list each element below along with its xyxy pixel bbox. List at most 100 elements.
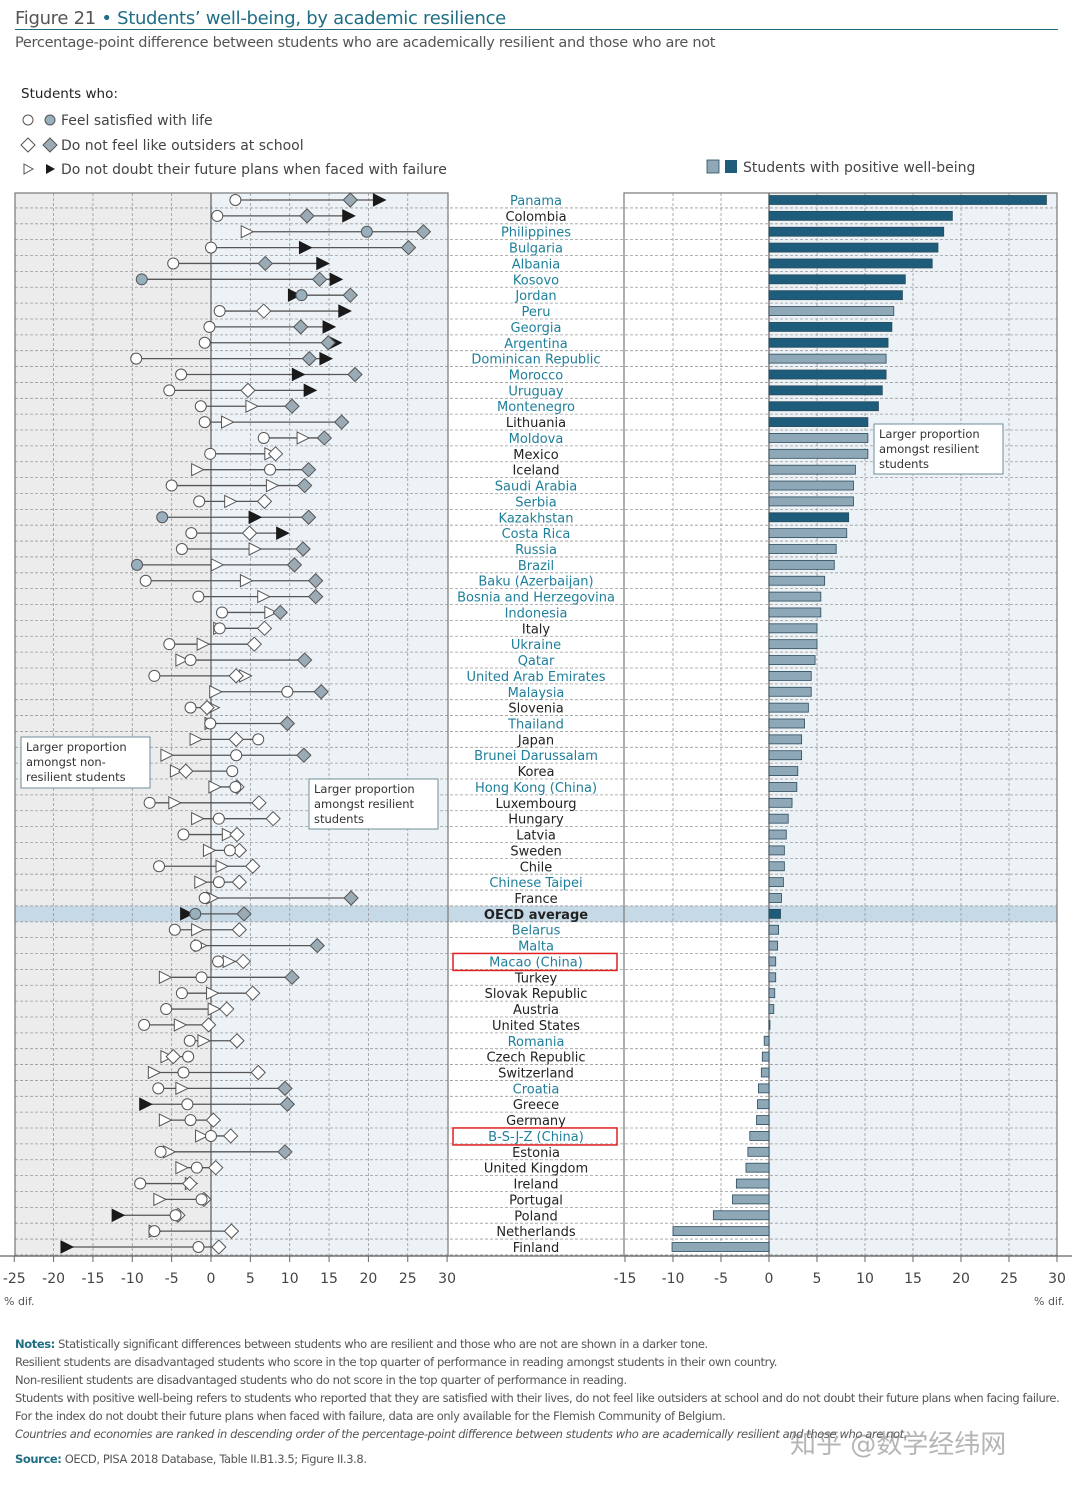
country-row: Serbia [193, 493, 854, 510]
label-column-bg [448, 193, 624, 1256]
life-satisfaction-marker [152, 1082, 165, 1095]
outsiders-marker [296, 477, 313, 494]
future-plans-marker [215, 859, 230, 874]
source-text: OECD, PISA 2018 Database, Table II.B1.3.… [64, 1452, 367, 1466]
country-label: Latvia [516, 829, 556, 844]
future-plans-marker [257, 589, 271, 604]
wellbeing-bar [768, 559, 835, 570]
life-satisfaction-marker [163, 384, 176, 397]
wellbeing-bar [732, 1194, 770, 1205]
chart-subtitle: Percentage-point difference between stud… [15, 35, 716, 51]
country-row: Ukraine [163, 636, 818, 653]
country-label: Costa Rica [502, 527, 571, 542]
country-label: Malta [518, 940, 554, 955]
wellbeing-bar [768, 671, 812, 681]
highlight-box [452, 1127, 618, 1146]
future-plans-marker [158, 1113, 173, 1127]
life-satisfaction-marker [184, 1114, 197, 1127]
future-plans-marker [329, 272, 344, 287]
wellbeing-bar [768, 686, 812, 697]
country-row: Hong Kong (China) [208, 779, 798, 796]
life-satisfaction-marker [194, 400, 207, 413]
right-x-tick-label: -10 [662, 1271, 685, 1287]
annotation-frame [308, 778, 439, 830]
life-satisfaction-marker [138, 1018, 151, 1031]
notes-line-5: For the index do not doubt their future … [15, 1409, 726, 1423]
right-x-tick-label: 5 [813, 1271, 822, 1287]
right-x-tick-label: 30 [1048, 1271, 1066, 1287]
title-bullet: • [101, 8, 112, 29]
country-label: Uruguay [508, 384, 564, 399]
country-row: Hungary [191, 810, 789, 828]
legend-bar-label: Students with positive well-being [743, 160, 975, 176]
country-label: Sweden [510, 844, 561, 859]
life-satisfaction-marker [230, 749, 243, 762]
life-satisfaction-marker [185, 527, 198, 540]
life-satisfaction-marker [281, 685, 294, 698]
life-satisfaction-marker [135, 273, 148, 286]
outsiders-marker [245, 858, 261, 874]
country-row: Bulgaria [205, 239, 939, 257]
figure-label: Figure 21 [15, 8, 96, 29]
wellbeing-bar [768, 369, 887, 380]
future-plans-marker [158, 970, 173, 985]
country-row: Turkey [158, 969, 777, 986]
outsiders-marker [240, 382, 256, 399]
outsiders-marker [228, 731, 244, 748]
legend-label: Do not doubt their future plans when fac… [61, 162, 447, 178]
life-satisfaction-marker [216, 606, 229, 619]
wellbeing-bar [768, 464, 856, 475]
country-row: United Kingdom [175, 1159, 770, 1177]
wellbeing-bar [768, 956, 777, 967]
future-plans-marker [191, 922, 205, 937]
outsiders-marker [286, 557, 303, 573]
country-label: Dominican Republic [471, 353, 600, 368]
life-satisfaction-marker [226, 765, 239, 778]
wellbeing-bar [768, 718, 805, 729]
country-row: United States [138, 1017, 771, 1034]
country-label: Germany [506, 1114, 566, 1129]
outsiders-marker [342, 287, 359, 303]
wellbeing-bar [768, 512, 850, 523]
country-label: Croatia [513, 1082, 560, 1097]
outsiders-marker [205, 1112, 222, 1128]
future-plans-marker [210, 558, 225, 572]
wellbeing-bar [712, 1210, 770, 1221]
wellbeing-bar [768, 385, 883, 396]
country-row: Slovak Republic [175, 985, 776, 1002]
country-row: Mexico [204, 446, 869, 463]
country-label: Jordan [514, 289, 556, 304]
country-label: Austria [513, 1003, 559, 1018]
life-satisfaction-marker [205, 1129, 217, 1142]
country-label: Hong Kong (China) [475, 781, 597, 796]
country-label: Morocco [509, 369, 563, 384]
wellbeing-bar [768, 258, 933, 269]
future-plans-marker [296, 431, 311, 445]
country-row: Georgia [203, 319, 893, 336]
country-row: Philippines [240, 224, 945, 241]
outsiders-marker [284, 398, 300, 414]
life-satisfaction-marker [211, 209, 224, 222]
annotation-text: students [314, 812, 364, 826]
future-plans-marker [221, 415, 235, 429]
outsiders-marker [293, 319, 309, 335]
future-plans-marker [168, 796, 182, 810]
life-satisfaction-marker [212, 812, 225, 825]
country-row: United Arab Emirates [148, 668, 812, 685]
country-label: Panama [510, 194, 562, 209]
outsiders-marker [235, 953, 251, 970]
wellbeing-bar [768, 290, 903, 301]
future-plans-marker [248, 510, 263, 525]
life-satisfaction-marker [229, 780, 242, 793]
outsiders-marker [223, 1223, 240, 1239]
life-satisfaction-marker [229, 194, 242, 206]
wellbeing-bar [760, 1067, 770, 1078]
life-satisfaction-marker [198, 336, 211, 349]
future-plans-marker [160, 748, 175, 763]
outsiders-marker [267, 446, 284, 462]
chart-title: Students’ well-being, by academic resili… [117, 8, 506, 29]
life-satisfaction-marker [181, 1098, 194, 1111]
notes-line-2: Resilient students are disadvantaged stu… [15, 1355, 777, 1369]
